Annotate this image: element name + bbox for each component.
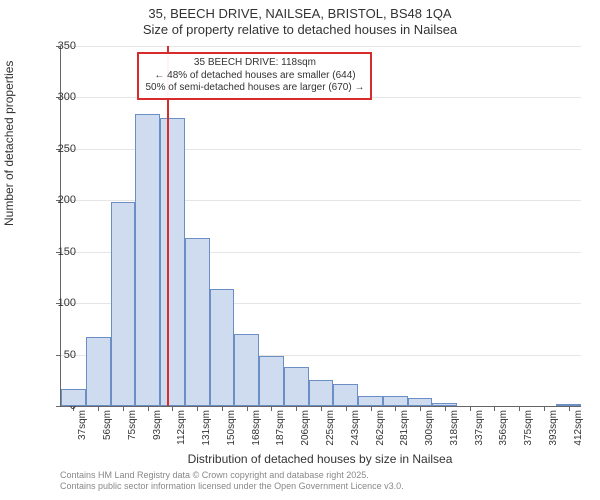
xtick-label: 281sqm (399, 410, 410, 446)
xtick-mark (222, 406, 223, 411)
chart-plot-area: 35 BEECH DRIVE: 118sqm ← 48% of detached… (60, 46, 581, 407)
histogram-bar (234, 334, 259, 406)
xtick-mark (519, 406, 520, 411)
xtick-label: 37sqm (77, 410, 88, 440)
callout-line2: ← 48% of detached houses are smaller (64… (145, 70, 364, 83)
xtick-label: 243sqm (350, 410, 361, 446)
footer-attribution: Contains HM Land Registry data © Crown c… (60, 470, 580, 492)
callout-line1: 35 BEECH DRIVE: 118sqm (145, 57, 364, 70)
reference-line (167, 46, 169, 406)
callout-box: 35 BEECH DRIVE: 118sqm ← 48% of detached… (137, 52, 372, 100)
xtick-label: 56sqm (102, 410, 113, 440)
xtick-mark (346, 406, 347, 411)
x-axis-label: Distribution of detached houses by size … (60, 452, 580, 466)
histogram-bar (383, 396, 408, 406)
xtick-label: 318sqm (449, 410, 460, 446)
xtick-mark (197, 406, 198, 411)
xtick-label: 412sqm (573, 410, 584, 446)
xtick-mark (123, 406, 124, 411)
histogram-bar (309, 380, 334, 406)
xtick-label: 337sqm (474, 410, 485, 446)
xtick-mark (544, 406, 545, 411)
histogram-bar (210, 289, 235, 406)
histogram-bar (135, 114, 160, 406)
xtick-label: 262sqm (375, 410, 386, 446)
histogram-bar (160, 118, 185, 406)
xtick-mark (247, 406, 248, 411)
histogram-bar (432, 403, 457, 406)
xtick-label: 75sqm (127, 410, 138, 440)
xtick-mark (371, 406, 372, 411)
footer-line2: Contains public sector information licen… (60, 481, 580, 492)
bars-layer (61, 46, 581, 406)
xtick-mark (148, 406, 149, 411)
histogram-bar (259, 356, 284, 406)
histogram-bar (284, 367, 309, 406)
xtick-mark (395, 406, 396, 411)
histogram-bar (408, 398, 433, 406)
xtick-label: 225sqm (325, 410, 336, 446)
histogram-bar (86, 337, 111, 406)
histogram-bar (358, 396, 383, 406)
callout-line3: 50% of semi-detached houses are larger (… (145, 82, 364, 95)
xtick-label: 93sqm (152, 410, 163, 440)
chart-title-sub: Size of property relative to detached ho… (0, 22, 600, 38)
xtick-label: 112sqm (176, 410, 187, 445)
xtick-mark (445, 406, 446, 411)
xtick-mark (98, 406, 99, 411)
xtick-mark (494, 406, 495, 411)
xtick-label: 375sqm (523, 410, 534, 446)
xtick-label: 300sqm (424, 410, 435, 446)
histogram-bar (185, 238, 210, 406)
xtick-mark (271, 406, 272, 411)
xtick-label: 187sqm (275, 410, 286, 446)
footer-line1: Contains HM Land Registry data © Crown c… (60, 470, 580, 481)
xtick-mark (321, 406, 322, 411)
xtick-mark (420, 406, 421, 411)
xtick-label: 131sqm (201, 410, 212, 446)
histogram-bar (61, 389, 86, 406)
xtick-mark (470, 406, 471, 411)
xtick-mark (296, 406, 297, 411)
xtick-label: 168sqm (251, 410, 262, 446)
chart-title-main: 35, BEECH DRIVE, NAILSEA, BRISTOL, BS48 … (0, 6, 600, 22)
histogram-bar (333, 384, 358, 406)
xtick-label: 150sqm (226, 410, 237, 446)
xtick-label: 393sqm (548, 410, 559, 446)
xtick-label: 356sqm (498, 410, 509, 446)
xtick-mark (172, 406, 173, 411)
y-axis-label: Number of detached properties (2, 61, 16, 226)
histogram-bar (556, 404, 581, 406)
xtick-mark (569, 406, 570, 411)
xtick-label: 206sqm (300, 410, 311, 446)
histogram-bar (111, 202, 136, 406)
chart-title-block: 35, BEECH DRIVE, NAILSEA, BRISTOL, BS48 … (0, 0, 600, 37)
